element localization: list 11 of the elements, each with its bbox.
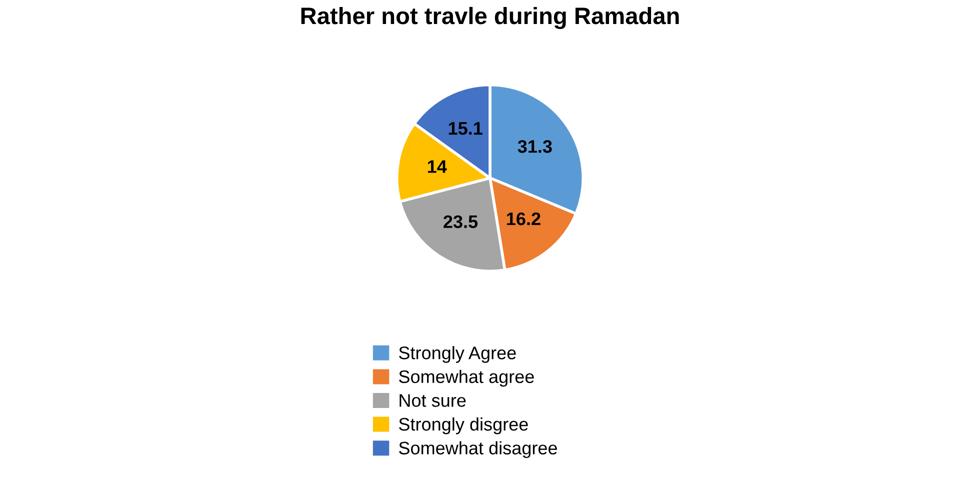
legend-label: Strongly Agree bbox=[399, 346, 516, 363]
data-label: 14 bbox=[428, 160, 447, 173]
data-label: 31.3 bbox=[518, 140, 552, 153]
data-label: 16.2 bbox=[507, 212, 540, 226]
legend-label: Not sure bbox=[400, 394, 466, 407]
chart-title: Rather not travle during Ramadan bbox=[301, 6, 679, 30]
data-label: 23.5 bbox=[444, 215, 478, 228]
legend-label: Somewhat disagree bbox=[399, 441, 557, 458]
legend-label: Strongly disgree bbox=[399, 417, 528, 434]
data-label: 15.1 bbox=[448, 122, 482, 135]
legend-label: Somewhat agree bbox=[399, 370, 534, 387]
